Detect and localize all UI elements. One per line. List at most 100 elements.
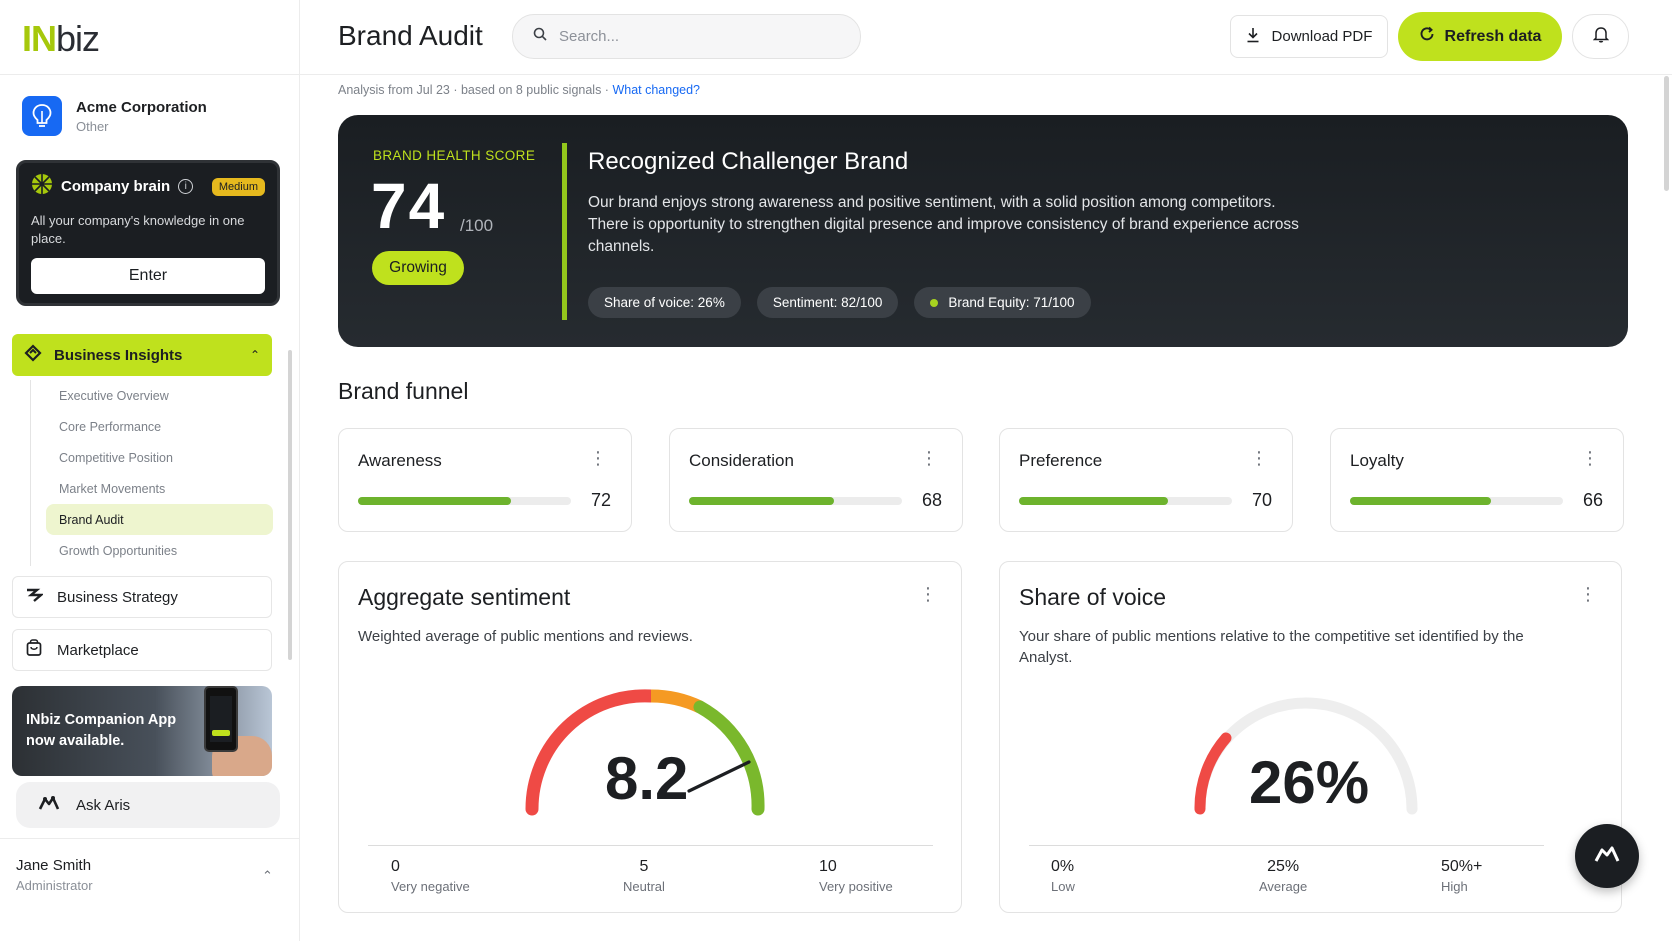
progress-track: [689, 497, 902, 505]
subnav-item-competitive-position[interactable]: Competitive Position: [59, 450, 173, 465]
download-icon: [1246, 27, 1260, 47]
brain-description: All your company's knowledge in one plac…: [31, 213, 245, 246]
ask-aris-label: Ask Aris: [76, 796, 131, 814]
sidebar-item-marketplace[interactable]: Marketplace: [12, 629, 272, 671]
card-title: Share of voice: [1019, 584, 1167, 610]
progress-track: [358, 497, 571, 505]
funnel-value: 68: [921, 490, 942, 510]
org-switcher[interactable]: Acme Corporation Other: [22, 96, 207, 136]
user-role: Administrator: [16, 878, 93, 893]
funnel-card: Preference ⋮ 70: [999, 428, 1293, 532]
hero-title: Recognized Challenger Brand: [588, 148, 909, 175]
brain-icon: [31, 173, 53, 200]
kebab-menu-icon[interactable]: ⋮: [1581, 448, 1599, 468]
subnav-item-executive-overview[interactable]: Executive Overview: [59, 388, 169, 403]
download-label: Download PDF: [1271, 28, 1373, 45]
kebab-menu-icon[interactable]: ⋮: [1579, 584, 1597, 604]
phone-image: [204, 686, 238, 752]
scale-mid: 25% Average: [1259, 858, 1308, 894]
kebab-menu-icon[interactable]: ⋮: [919, 584, 937, 604]
chevron-up-icon[interactable]: ⌃: [262, 868, 273, 883]
level-badge: Medium: [211, 177, 265, 196]
chip-share-of-voice: Share of voice: 26%: [588, 287, 741, 318]
hero-chips: Share of voice: 26% Sentiment: 82/100 Br…: [588, 287, 1091, 318]
strategy-icon: [25, 587, 45, 607]
logo[interactable]: IN biz: [22, 18, 100, 59]
share-of-voice-card: Share of voice ⋮ Your share of public me…: [999, 561, 1622, 913]
progress-fill: [689, 497, 834, 505]
analysis-info: Analysis from Jul 23 · based on 8 public…: [338, 83, 700, 97]
chip-brand-equity: Brand Equity: 71/100: [914, 287, 1091, 318]
brand-funnel-title: Brand funnel: [338, 378, 469, 404]
aggregate-sentiment-card: Aggregate sentiment ⋮ Weighted average o…: [338, 561, 962, 913]
info-icon[interactable]: i: [178, 179, 194, 194]
promo-line-2: now available.: [26, 733, 125, 749]
progress-fill: [1350, 497, 1491, 505]
sidebar: IN biz Acme Corporation Other Company bra…: [0, 0, 300, 941]
kebab-menu-icon[interactable]: ⋮: [920, 448, 938, 468]
progress-fill: [358, 497, 512, 505]
subnav-item-brand-audit[interactable]: Brand Audit: [46, 504, 273, 535]
what-changed-link[interactable]: What changed?: [612, 83, 701, 97]
scale-max: 10 Very positive: [819, 858, 893, 894]
scale-min: 0 Very negative: [391, 858, 470, 894]
notifications-button[interactable]: [1572, 14, 1629, 59]
search-bar[interactable]: [512, 14, 861, 59]
funnel-card: Loyalty ⋮ 66: [1330, 428, 1624, 532]
subnav-item-growth-opportunities[interactable]: Growth Opportunities: [59, 543, 178, 558]
download-pdf-button[interactable]: Download PDF: [1230, 15, 1388, 58]
user-profile[interactable]: Jane Smith Administrator: [16, 857, 93, 893]
score-max: /100: [460, 216, 494, 235]
sidebar-item-business-strategy[interactable]: Business Strategy: [12, 576, 272, 618]
funnel-label: Consideration: [689, 451, 794, 470]
refresh-data-button[interactable]: Refresh data: [1398, 12, 1562, 61]
sidebar-divider: [0, 838, 300, 839]
card-description: Your share of public mentions relative t…: [1019, 628, 1524, 666]
sidebar-item-business-insights[interactable]: Business Insights ⌃: [12, 334, 272, 376]
aris-chat-button[interactable]: [1575, 824, 1639, 888]
sidebar-scrollbar[interactable]: [288, 350, 292, 660]
ask-aris-button[interactable]: Ask Aris: [16, 782, 280, 828]
brand-health-score: 74: [371, 170, 447, 242]
hero-description: Our brand enjoys strong awareness and po…: [588, 194, 1299, 255]
marketplace-icon: [25, 639, 43, 661]
hero-label: BRAND HEALTH SCORE: [373, 148, 536, 163]
subnav-item-market-movements[interactable]: Market Movements: [59, 481, 166, 496]
search-input[interactable]: [559, 28, 839, 45]
search-icon: [533, 27, 547, 46]
gauge-needle: [687, 760, 751, 793]
refresh-label: Refresh data: [1444, 27, 1542, 45]
scale-divider: [1029, 845, 1544, 846]
org-name: Acme Corporation: [76, 98, 207, 116]
promo-line-1: INbiz Companion App: [26, 712, 177, 728]
lightbulb-icon: [22, 96, 62, 136]
kebab-menu-icon[interactable]: ⋮: [589, 448, 607, 468]
bell-icon: [1592, 25, 1609, 48]
chevron-up-icon[interactable]: ⌃: [249, 348, 260, 362]
page-scrollbar[interactable]: [1664, 76, 1669, 191]
aris-icon: [38, 794, 60, 816]
company-brain-card: Company brain i Medium All your company'…: [16, 160, 280, 306]
card-description: Weighted average of public mentions and …: [358, 628, 693, 645]
subnav-item-core-performance[interactable]: Core Performance: [59, 419, 162, 434]
scale-mid: 5 Neutral: [623, 858, 665, 894]
kebab-menu-icon[interactable]: ⋮: [1250, 448, 1268, 468]
sidebar-item-label: Business Strategy: [57, 588, 178, 606]
funnel-value: 66: [1582, 490, 1603, 510]
progress-track: [1350, 497, 1563, 505]
insights-icon: [24, 343, 42, 367]
funnel-value: 70: [1251, 490, 1272, 510]
scale-divider: [368, 845, 933, 846]
scale-max: 50%+ High: [1441, 858, 1483, 894]
funnel-label: Loyalty: [1350, 451, 1404, 470]
progress-fill: [1019, 497, 1169, 505]
sidebar-item-label: Marketplace: [57, 641, 139, 659]
share-of-voice-gauge: [1194, 697, 1418, 815]
funnel-label: Awareness: [358, 451, 442, 470]
companion-app-promo[interactable]: INbiz Companion App now available.: [12, 686, 272, 776]
sentiment-gauge: [525, 689, 765, 816]
enter-button[interactable]: Enter: [31, 258, 265, 294]
analysis-text: Analysis from Jul 23 · based on 8 public…: [338, 83, 613, 97]
brand-health-hero: BRAND HEALTH SCORE 74 /100 Growing Recog…: [338, 115, 1628, 347]
